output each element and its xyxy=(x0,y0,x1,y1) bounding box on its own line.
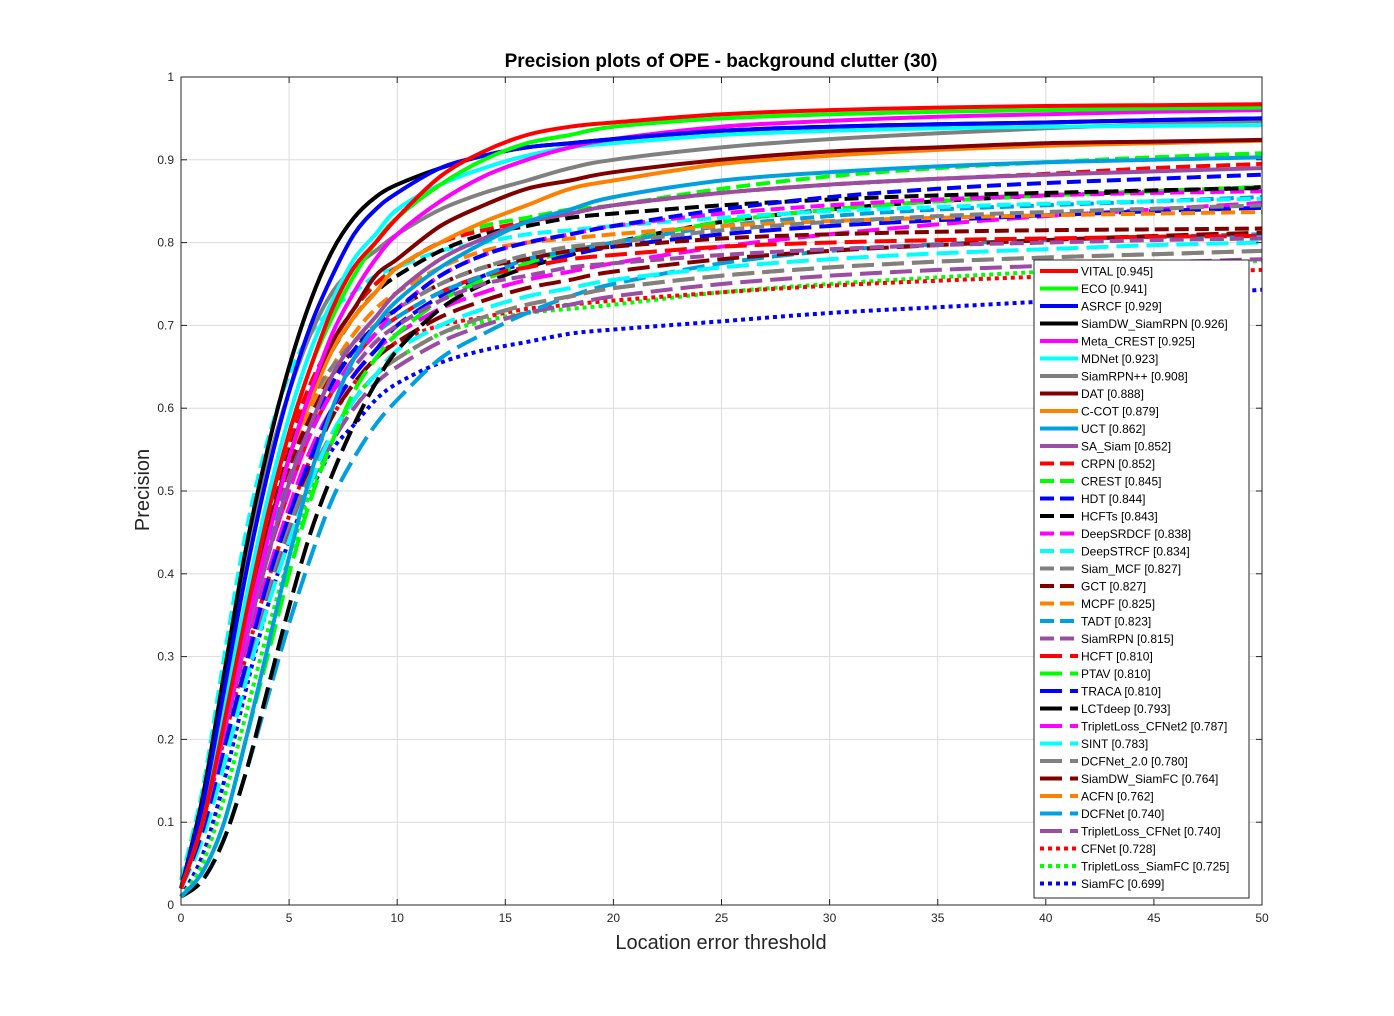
chart-title: Precision plots of OPE - background clut… xyxy=(505,51,938,72)
legend-label-deepstrcf: DeepSTRCF [0.834] xyxy=(1081,545,1190,559)
y-tick-label: 0.8 xyxy=(157,236,174,250)
legend-label-crest: CREST [0.845] xyxy=(1081,475,1161,489)
legend-label-cfnet: CFNet [0.728] xyxy=(1081,842,1156,856)
x-tick-label: 15 xyxy=(499,911,513,925)
x-tick-label: 45 xyxy=(1147,911,1161,925)
legend-label-hcfts: HCFTs [0.843] xyxy=(1081,510,1158,524)
y-axis-label: Precision xyxy=(132,449,154,531)
legend-label-siamdw-siamfc: SiamDW_SiamFC [0.764] xyxy=(1081,772,1218,786)
series-line-tripletloss-cfnet2 xyxy=(179,200,1263,890)
y-tick-label: 0.5 xyxy=(157,484,174,498)
legend-label-c-cot: C-COT [0.879] xyxy=(1081,405,1159,419)
legend-label-gct: GCT [0.827] xyxy=(1081,580,1146,594)
legend-label-siamdw-siamrpn: SiamDW_SiamRPN [0.926] xyxy=(1081,317,1228,331)
legend-label-sint: SINT [0.783] xyxy=(1081,737,1148,751)
series-line-tripletloss-cfnet xyxy=(179,257,1263,890)
x-tick-label: 40 xyxy=(1039,911,1053,925)
legend-label-tadt: TADT [0.823] xyxy=(1081,615,1151,629)
x-tick-label: 10 xyxy=(391,911,405,925)
y-tick-label: 1 xyxy=(167,70,174,84)
series-line-traca xyxy=(179,205,1263,890)
legend-label-tripletloss-cfnet: TripletLoss_CFNet [0.740] xyxy=(1081,825,1221,839)
legend-label-eco: ECO [0.941] xyxy=(1081,282,1147,296)
legend-label-dat: DAT [0.888] xyxy=(1081,387,1144,401)
y-tick-label: 0.7 xyxy=(157,318,174,332)
legend-label-siam-mcf: Siam_MCF [0.827] xyxy=(1081,562,1181,576)
y-tick-label: 0.6 xyxy=(157,401,174,415)
legend-label-uct: UCT [0.862] xyxy=(1081,422,1145,436)
x-axis-label: Location error threshold xyxy=(615,932,826,954)
legend-label-mdnet: MDNet [0.923] xyxy=(1081,352,1158,366)
series-line-dcfnet-2-0 xyxy=(179,248,1263,890)
series-lines xyxy=(179,102,1263,899)
legend-label-traca: TRACA [0.810] xyxy=(1081,685,1161,699)
legend-label-siamrpn: SiamRPN++ [0.908] xyxy=(1081,370,1188,384)
series-line-sa-siam xyxy=(179,166,1263,890)
y-tick-label: 0.4 xyxy=(157,567,174,581)
legend-label-dcfnet-2-0: DCFNet_2.0 [0.780] xyxy=(1081,755,1188,769)
y-tick-label: 0.1 xyxy=(157,815,174,829)
legend-label-crpn: CRPN [0.852] xyxy=(1081,457,1155,471)
series-line-hcfts xyxy=(179,186,1263,889)
legend-label-deepsrdcf: DeepSRDCF [0.838] xyxy=(1081,527,1191,541)
x-tick-label: 5 xyxy=(286,911,293,925)
series-line-meta-crest xyxy=(179,108,1263,890)
series-line-asrcf xyxy=(179,116,1263,889)
legend-label-tripletloss-siamfc: TripletLoss_SiamFC [0.725] xyxy=(1081,860,1229,874)
legend-label-lctdeep: LCTdeep [0.793] xyxy=(1081,702,1170,716)
x-tick-label: 20 xyxy=(607,911,621,925)
y-tick-label: 0.3 xyxy=(157,650,174,664)
legend-label-asrcf: ASRCF [0.929] xyxy=(1081,300,1162,314)
legend-label-ptav: PTAV [0.810] xyxy=(1081,667,1151,681)
legend-label-dcfnet: DCFNet [0.740] xyxy=(1081,807,1164,821)
x-tick-label: 30 xyxy=(823,911,837,925)
y-tick-label: 0.9 xyxy=(157,153,174,167)
legend-label-siamrpn: SiamRPN [0.815] xyxy=(1081,632,1174,646)
legend-label-vital: VITAL [0.945] xyxy=(1081,265,1153,279)
series-line-vital xyxy=(179,102,1263,890)
legend-label-mcpf: MCPF [0.825] xyxy=(1081,597,1155,611)
axis-ticks: 0 5 10 15 20 25 30 35 40 45 50 0 0.1 0.2 0.3 0.4 0.5 0.6 0… xyxy=(157,70,1269,925)
legend-box xyxy=(1033,259,1250,899)
x-tick-label: 35 xyxy=(931,911,945,925)
legend-label-siamfc: SiamFC [0.699] xyxy=(1081,877,1164,891)
legend-label-acfn: ACFN [0.762] xyxy=(1081,790,1154,804)
legend: VITAL [0.945] ECO [0.941] ASRCF [0.929] Sia… xyxy=(1033,259,1250,899)
series-line-uct xyxy=(179,155,1263,899)
legend-label-sa-siam: SA_Siam [0.852] xyxy=(1081,440,1171,454)
legend-label-tripletloss-cfnet2: TripletLoss_CFNet2 [0.787] xyxy=(1081,720,1227,734)
y-tick-label: 0.2 xyxy=(157,732,174,746)
x-tick-label: 25 xyxy=(715,911,729,925)
legend-label-meta-crest: Meta_CREST [0.925] xyxy=(1081,335,1195,349)
series-line-sint xyxy=(179,240,1263,890)
y-tick-label: 0 xyxy=(167,898,174,912)
x-tick-label: 50 xyxy=(1255,911,1269,925)
x-tick-label: 0 xyxy=(178,911,185,925)
legend-label-hcft: HCFT [0.810] xyxy=(1081,650,1153,664)
legend-label-hdt: HDT [0.844] xyxy=(1081,492,1145,506)
